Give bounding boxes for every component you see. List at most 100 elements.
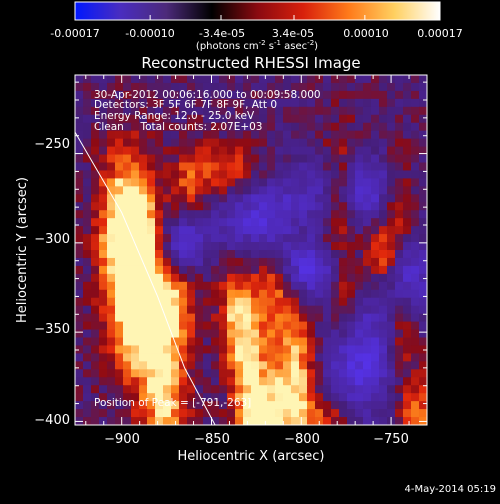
heatmap-cell bbox=[275, 313, 284, 323]
heatmap-cell bbox=[275, 250, 284, 259]
heatmap-cell bbox=[307, 345, 316, 354]
heatmap-cell bbox=[187, 393, 196, 402]
heatmap-cell bbox=[307, 265, 316, 275]
heatmap-cell bbox=[371, 122, 380, 132]
heatmap-cell bbox=[235, 273, 244, 283]
heatmap-cell bbox=[323, 90, 332, 100]
heatmap-cell bbox=[147, 401, 156, 410]
heatmap-cell bbox=[259, 393, 268, 402]
heatmap-cell bbox=[171, 361, 180, 370]
heatmap-cell bbox=[283, 106, 292, 116]
heatmap-cell bbox=[211, 297, 220, 307]
heatmap-cell bbox=[283, 289, 292, 299]
heatmap-cell bbox=[131, 75, 140, 84]
heatmap-cell bbox=[395, 130, 404, 140]
heatmap-cell bbox=[267, 210, 276, 219]
heatmap-cell bbox=[355, 361, 364, 370]
heatmap-cell bbox=[363, 313, 372, 323]
heatmap-cell bbox=[99, 345, 108, 354]
heatmap-cell bbox=[203, 242, 212, 251]
heatmap-cell bbox=[163, 297, 172, 307]
heatmap-cell bbox=[387, 329, 396, 339]
heatmap-cell bbox=[75, 377, 84, 386]
heatmap-cell bbox=[275, 321, 284, 331]
heatmap-cell bbox=[347, 321, 356, 331]
heatmap-cell bbox=[235, 313, 244, 323]
heatmap-cell bbox=[299, 329, 308, 339]
heatmap-cell bbox=[387, 313, 396, 323]
heatmap-cell bbox=[403, 329, 412, 339]
heatmap-cell bbox=[195, 313, 204, 323]
heatmap-cell bbox=[147, 417, 156, 425]
heatmap-cell bbox=[291, 170, 300, 179]
heatmap-cell bbox=[219, 345, 228, 354]
heatmap-cell bbox=[195, 186, 204, 195]
heatmap-cell bbox=[91, 106, 100, 116]
peak-position-text: Position of Peak = [-791,-263] bbox=[94, 397, 251, 409]
heatmap-cell bbox=[131, 377, 140, 386]
heatmap-cell bbox=[195, 226, 204, 235]
heatmap-cell bbox=[219, 90, 228, 100]
heatmap-cell bbox=[299, 313, 308, 323]
heatmap-cell bbox=[243, 353, 252, 362]
heatmap-cell bbox=[339, 170, 348, 179]
heatmap-cell bbox=[331, 194, 340, 203]
heatmap-cell bbox=[219, 409, 228, 418]
heatmap-cell bbox=[403, 297, 412, 307]
heatmap-cell bbox=[307, 353, 316, 362]
heatmap-cell bbox=[203, 170, 212, 179]
heatmap-cell bbox=[203, 353, 212, 362]
heatmap-cell bbox=[123, 75, 132, 84]
heatmap-cell bbox=[419, 242, 427, 251]
heatmap-cell bbox=[387, 257, 396, 267]
heatmap-cell bbox=[291, 257, 300, 267]
heatmap-cell bbox=[395, 361, 404, 370]
heatmap-cell bbox=[219, 218, 228, 227]
heatmap-cell bbox=[171, 257, 180, 267]
heatmap-cell bbox=[291, 194, 300, 203]
heatmap-cell bbox=[211, 178, 220, 187]
heatmap-cell bbox=[363, 417, 372, 425]
heatmap-cell bbox=[235, 393, 244, 402]
heatmap-cell bbox=[283, 361, 292, 370]
heatmap-cell bbox=[403, 130, 412, 140]
x-tick-label: −900 bbox=[104, 432, 140, 447]
heatmap-cell bbox=[251, 297, 260, 307]
heatmap-cell bbox=[211, 75, 220, 84]
heatmap-cell bbox=[259, 234, 268, 243]
heatmap-cell bbox=[235, 146, 244, 156]
heatmap-cell bbox=[371, 138, 380, 148]
heatmap-cell bbox=[211, 98, 220, 108]
heatmap-cell bbox=[307, 393, 316, 402]
heatmap-cell bbox=[83, 194, 92, 203]
heatmap-cell bbox=[355, 250, 364, 259]
heatmap-cell bbox=[123, 106, 132, 116]
heatmap-cell bbox=[307, 257, 316, 267]
heatmap-cell bbox=[299, 154, 308, 164]
heatmap-cell bbox=[195, 257, 204, 267]
heatmap-cell bbox=[347, 337, 356, 347]
heatmap-cell bbox=[123, 257, 132, 267]
heatmap-cell bbox=[99, 313, 108, 323]
heatmap-cell bbox=[387, 82, 396, 92]
heatmap-cell bbox=[299, 289, 308, 299]
heatmap-cell bbox=[99, 146, 108, 156]
heatmap-cell bbox=[291, 313, 300, 323]
heatmap-cell bbox=[363, 90, 372, 100]
heatmap-cell bbox=[339, 250, 348, 259]
heatmap-cell bbox=[355, 242, 364, 251]
heatmap-cell bbox=[339, 130, 348, 140]
heatmap-cell bbox=[219, 242, 228, 251]
heatmap-cell bbox=[155, 250, 164, 259]
heatmap-cell bbox=[291, 218, 300, 227]
heatmap-cell bbox=[83, 297, 92, 307]
heatmap-cell bbox=[275, 75, 284, 84]
heatmap-cell bbox=[259, 385, 268, 394]
heatmap-cell bbox=[243, 289, 252, 299]
heatmap-cell bbox=[323, 337, 332, 347]
heatmap-cell bbox=[315, 178, 324, 187]
heatmap-cell bbox=[331, 82, 340, 92]
heatmap-cell bbox=[331, 250, 340, 259]
heatmap-cell bbox=[99, 178, 108, 187]
